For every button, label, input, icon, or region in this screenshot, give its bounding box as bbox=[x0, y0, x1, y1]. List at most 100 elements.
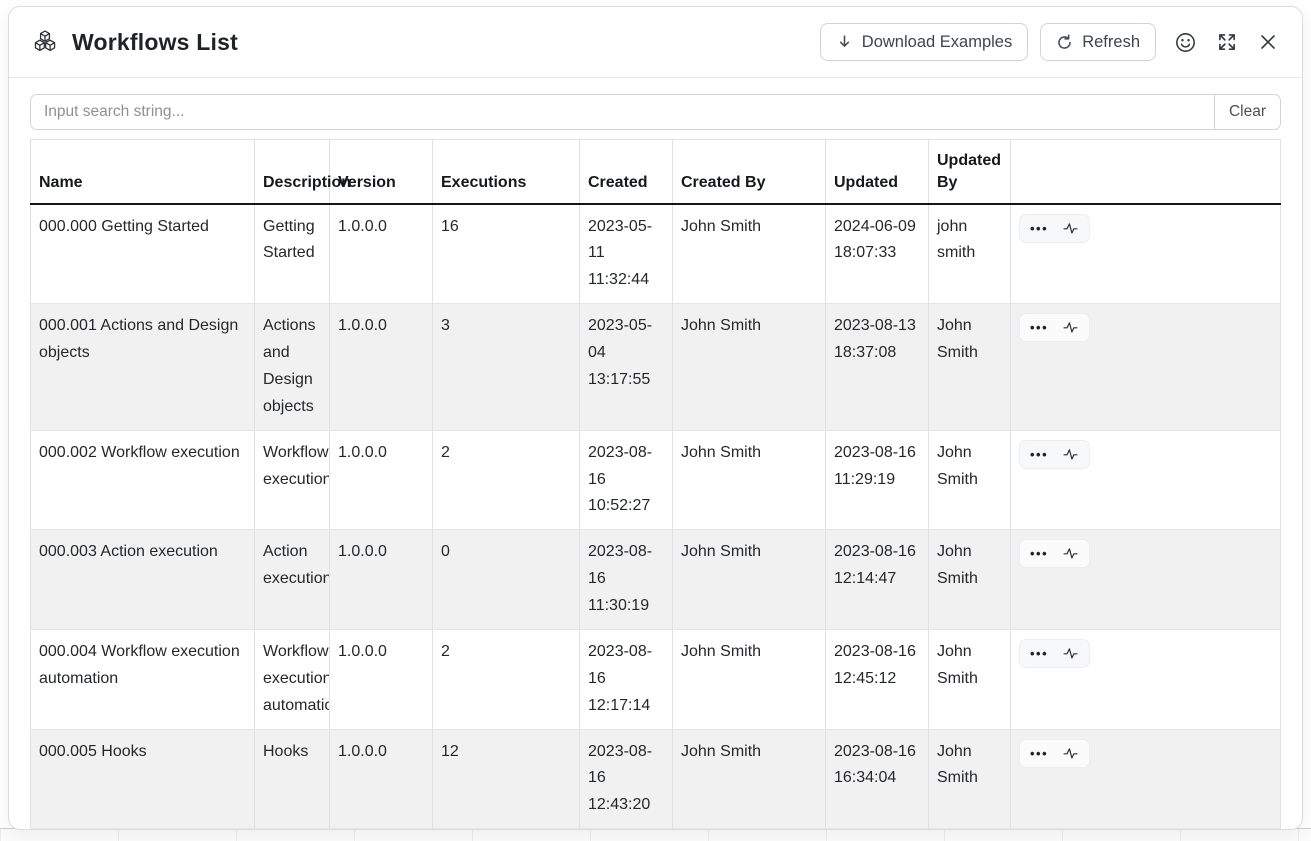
row-menu-button[interactable]: ••• bbox=[1030, 220, 1048, 237]
cell-updated: 2023-08-16 16:34:04 bbox=[825, 729, 929, 829]
cell-executions: 12 bbox=[432, 729, 580, 829]
cell-updated-by: John Smith bbox=[928, 729, 1011, 829]
row-actions-group: ••• bbox=[1019, 213, 1091, 243]
page-title: Workflows List bbox=[72, 28, 238, 55]
cell-updated-by: John Smith bbox=[928, 529, 1011, 630]
refresh-icon bbox=[1058, 33, 1072, 49]
pulse-icon bbox=[1063, 322, 1078, 333]
row-actions-group: ••• bbox=[1019, 439, 1091, 469]
workflows-list-dialog: Workflows List Download Examples Refresh bbox=[8, 6, 1303, 830]
fullscreen-icon bbox=[1219, 34, 1235, 50]
table-header-row: Name Description Version Executions Crea… bbox=[30, 139, 1281, 205]
row-executions-button[interactable] bbox=[1062, 545, 1079, 562]
cell-updated-by: John Smith bbox=[928, 430, 1011, 531]
row-actions-group: ••• bbox=[1019, 313, 1091, 343]
ellipsis-icon: ••• bbox=[1030, 446, 1049, 462]
row-executions-button[interactable] bbox=[1062, 220, 1079, 237]
cell-created-by: John Smith bbox=[672, 629, 826, 730]
row-menu-button[interactable]: ••• bbox=[1030, 319, 1048, 336]
cell-actions: ••• bbox=[1010, 729, 1281, 829]
cell-actions: ••• bbox=[1010, 303, 1281, 431]
column-header[interactable]: Created By bbox=[672, 139, 826, 205]
row-menu-button[interactable]: ••• bbox=[1030, 446, 1048, 463]
table-row[interactable]: 000.001 Actions and Design objects Actio… bbox=[30, 303, 1281, 431]
cell-created: 2023-08-16 10:52:27 bbox=[579, 430, 673, 531]
refresh-label: Refresh bbox=[1082, 32, 1140, 51]
column-header[interactable]: Name bbox=[30, 139, 255, 205]
table-row[interactable]: 000.000 Getting Started Getting Started … bbox=[30, 203, 1281, 305]
row-executions-button[interactable] bbox=[1062, 745, 1079, 762]
cell-executions: 2 bbox=[432, 629, 580, 730]
table-row[interactable]: 000.005 Hooks Hooks 1.0.0.0 12 2023-08-1… bbox=[30, 729, 1281, 829]
cell-version: 1.0.0.0 bbox=[329, 303, 433, 431]
cell-name: 000.001 Actions and Design objects bbox=[30, 303, 255, 431]
cell-actions: ••• bbox=[1010, 529, 1281, 630]
row-menu-button[interactable]: ••• bbox=[1030, 745, 1048, 762]
column-header[interactable]: Description bbox=[254, 139, 351, 205]
column-header[interactable]: Updated By bbox=[928, 139, 1011, 205]
pulse-icon bbox=[1063, 648, 1078, 659]
cell-updated-by: john smith bbox=[928, 203, 1011, 305]
cell-updated: 2024-06-09 18:07:33 bbox=[825, 203, 929, 305]
cell-executions: 0 bbox=[432, 529, 580, 630]
table-row[interactable]: 000.004 Workflow execution automation Wo… bbox=[30, 629, 1281, 730]
cell-version: 1.0.0.0 bbox=[329, 729, 433, 829]
column-header[interactable] bbox=[1010, 139, 1281, 205]
cell-created: 2023-05-04 13:17:55 bbox=[579, 303, 673, 431]
cell-description: Loops bbox=[254, 828, 330, 829]
cell-executions: 18 bbox=[432, 828, 580, 829]
row-actions-group: ••• bbox=[1019, 738, 1091, 768]
ellipsis-icon: ••• bbox=[1030, 220, 1049, 236]
cell-version: 1.0.0.0 bbox=[329, 203, 433, 305]
close-x-icon bbox=[1261, 35, 1275, 49]
search-input[interactable] bbox=[30, 94, 1215, 130]
column-header[interactable]: Created bbox=[579, 139, 673, 205]
table-row[interactable]: 000.003 Action execution Action executio… bbox=[30, 529, 1281, 630]
cell-version: 1.0.0.0 bbox=[329, 828, 433, 829]
table-row[interactable]: 000.002 Workflow execution Workflow exec… bbox=[30, 430, 1281, 531]
cell-created: 2023-05-11 11:32:44 bbox=[579, 203, 673, 305]
cell-updated: 2023-08-16 11:29:19 bbox=[825, 430, 929, 531]
cell-actions: ••• bbox=[1010, 430, 1281, 531]
cell-executions: 16 bbox=[432, 203, 580, 305]
ellipsis-icon: ••• bbox=[1030, 546, 1049, 562]
download-examples-label: Download Examples bbox=[861, 32, 1013, 51]
row-menu-button[interactable]: ••• bbox=[1030, 545, 1048, 562]
cell-created: 2023-08-16 16:45:16 bbox=[579, 828, 673, 829]
row-executions-button[interactable] bbox=[1062, 319, 1079, 336]
ellipsis-icon: ••• bbox=[1030, 645, 1049, 661]
download-examples-button[interactable]: Download Examples bbox=[819, 23, 1029, 61]
ellipsis-icon: ••• bbox=[1030, 320, 1049, 336]
cell-executions: 2 bbox=[432, 430, 580, 531]
background-app-strip bbox=[0, 828, 1311, 841]
dialog-titlebar: Workflows List Download Examples Refresh bbox=[9, 7, 1302, 78]
refresh-button[interactable]: Refresh bbox=[1040, 23, 1156, 61]
column-header[interactable]: Updated bbox=[825, 139, 929, 205]
cell-description: Workflow execution bbox=[254, 430, 330, 531]
table-row[interactable]: 000.006 Loops Loops 1.0.0.0 18 2023-08-1… bbox=[30, 828, 1281, 829]
search-bar: Clear bbox=[9, 78, 1302, 139]
cell-created-by: John Smith bbox=[672, 529, 826, 630]
cubes-icon bbox=[31, 28, 59, 56]
cell-created-by: John Smith bbox=[672, 729, 826, 829]
fullscreen-button[interactable] bbox=[1215, 30, 1239, 54]
cell-actions: ••• bbox=[1010, 629, 1281, 730]
row-executions-button[interactable] bbox=[1062, 645, 1079, 662]
cell-version: 1.0.0.0 bbox=[329, 629, 433, 730]
row-menu-button[interactable]: ••• bbox=[1030, 645, 1048, 662]
cell-executions: 3 bbox=[432, 303, 580, 431]
cell-created: 2023-08-16 12:17:14 bbox=[579, 629, 673, 730]
cell-updated: 2023-08-17 17:42:46 bbox=[825, 828, 929, 829]
clear-search-button[interactable]: Clear bbox=[1213, 94, 1281, 130]
cell-created-by: John Smith bbox=[672, 203, 826, 305]
workflows-table: Name Description Version Executions Crea… bbox=[30, 139, 1281, 829]
cell-version: 1.0.0.0 bbox=[329, 529, 433, 630]
cell-name: 000.006 Loops bbox=[30, 828, 255, 829]
column-header[interactable]: Version bbox=[329, 139, 433, 205]
cell-created: 2023-08-16 12:43:20 bbox=[579, 729, 673, 829]
cell-name: 000.003 Action execution bbox=[30, 529, 255, 630]
close-dialog-button[interactable] bbox=[1256, 30, 1280, 54]
row-executions-button[interactable] bbox=[1062, 446, 1079, 463]
smiley-button[interactable] bbox=[1173, 30, 1198, 55]
column-header[interactable]: Executions bbox=[432, 139, 580, 205]
